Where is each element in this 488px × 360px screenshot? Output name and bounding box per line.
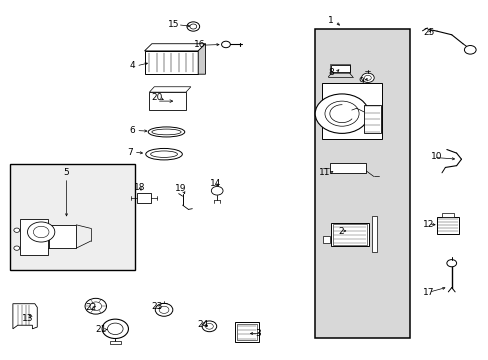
Text: 16: 16 [194, 40, 205, 49]
Bar [332, 225, 366, 245]
Bar [234, 322, 259, 342]
Text: 6: 6 [129, 126, 135, 135]
Ellipse shape [148, 150, 180, 159]
Polygon shape [149, 87, 190, 92]
Circle shape [446, 260, 456, 267]
Text: 9: 9 [358, 77, 364, 86]
Bar [329, 64, 349, 73]
Circle shape [90, 302, 102, 311]
Bar [315, 30, 409, 338]
Bar [321, 83, 382, 139]
Bar [49, 225, 76, 248]
Circle shape [202, 321, 216, 332]
Circle shape [14, 228, 20, 232]
Circle shape [33, 226, 49, 238]
Text: 25: 25 [422, 28, 434, 37]
Bar [10, 164, 135, 270]
Circle shape [364, 75, 370, 80]
Circle shape [361, 73, 373, 82]
Text: 2: 2 [338, 228, 343, 237]
Text: 12: 12 [422, 220, 434, 229]
Text: 14: 14 [209, 179, 221, 188]
Bar [137, 193, 151, 203]
Bar [441, 213, 453, 217]
Circle shape [211, 186, 223, 195]
Circle shape [186, 22, 199, 31]
Circle shape [189, 24, 196, 29]
Text: 4: 4 [129, 61, 135, 70]
Text: 7: 7 [127, 148, 133, 157]
Bar [329, 163, 366, 173]
Ellipse shape [145, 148, 182, 160]
Bar [149, 92, 185, 110]
Bar [330, 223, 368, 246]
Circle shape [102, 319, 128, 338]
Circle shape [27, 222, 55, 242]
Ellipse shape [152, 129, 181, 135]
Text: 1: 1 [328, 16, 333, 25]
Bar [330, 64, 349, 72]
Bar [237, 324, 256, 340]
Circle shape [315, 94, 368, 134]
Text: 22: 22 [85, 303, 96, 312]
Polygon shape [144, 44, 205, 51]
Text: 10: 10 [430, 152, 442, 161]
Bar [144, 51, 198, 74]
Polygon shape [198, 44, 205, 74]
Circle shape [205, 323, 213, 329]
Text: 18: 18 [134, 183, 145, 192]
Circle shape [85, 298, 106, 314]
Text: 15: 15 [168, 19, 179, 28]
Text: 23: 23 [151, 302, 162, 311]
Text: 24: 24 [197, 320, 208, 329]
Text: 20: 20 [151, 93, 162, 102]
Bar [371, 216, 376, 252]
Bar [322, 235, 330, 243]
Bar [20, 220, 48, 255]
Text: 3: 3 [255, 329, 261, 338]
Circle shape [464, 45, 475, 54]
Circle shape [159, 306, 168, 314]
Bar [110, 341, 121, 343]
Text: 17: 17 [422, 288, 434, 297]
Bar [363, 105, 380, 134]
Circle shape [325, 101, 358, 126]
Circle shape [221, 41, 230, 48]
Text: 11: 11 [319, 168, 330, 177]
Text: 13: 13 [22, 314, 33, 323]
Ellipse shape [148, 127, 184, 137]
Text: 8: 8 [328, 68, 333, 77]
Ellipse shape [150, 151, 177, 157]
Bar [436, 217, 458, 234]
Circle shape [107, 323, 123, 334]
Circle shape [14, 246, 20, 250]
Text: 5: 5 [63, 168, 69, 177]
Text: 19: 19 [175, 184, 186, 193]
Text: 21: 21 [95, 325, 106, 334]
Polygon shape [13, 304, 37, 329]
Circle shape [155, 303, 172, 316]
